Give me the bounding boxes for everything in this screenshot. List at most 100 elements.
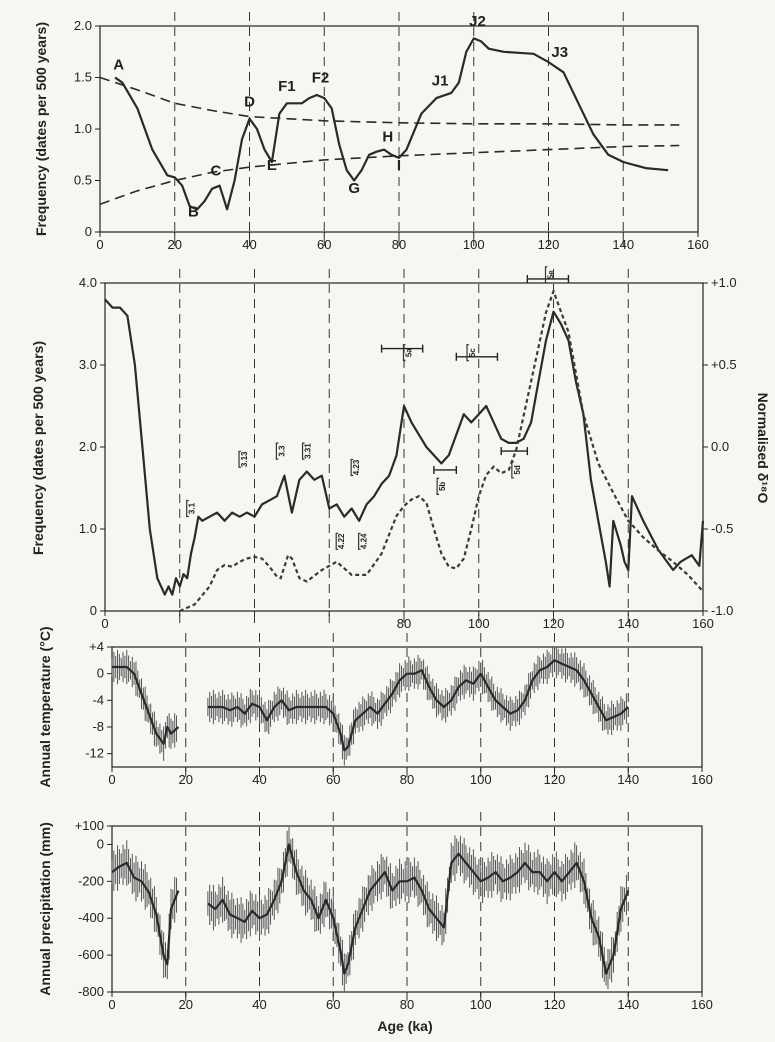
x-tick-label: 0 <box>101 616 108 631</box>
x-tick-label: 120 <box>544 997 566 1012</box>
point-label: J1 <box>432 73 449 90</box>
point-label: C <box>210 162 221 179</box>
series-line-upper-envelope <box>99 76 680 126</box>
x-tick-label: 120 <box>544 772 566 787</box>
x-tick-label: 0 <box>108 772 115 787</box>
x-tick-label: 100 <box>463 237 485 252</box>
x-tick-label: 60 <box>317 237 331 252</box>
stage-label: 4.22 <box>337 533 346 549</box>
x-tick-label: 100 <box>470 772 492 787</box>
y-tick-label: -600 <box>78 947 104 962</box>
series-line-mean <box>112 665 180 745</box>
y-tick-label: 0.5 <box>74 173 92 188</box>
stage-bracket <box>511 461 514 479</box>
point-label: E <box>267 157 277 174</box>
stage-label: 5b <box>438 482 447 491</box>
x-tick-label: 0 <box>108 997 115 1012</box>
y2-tick-label: -0.5 <box>711 521 733 536</box>
stage-bracket <box>238 450 242 468</box>
point-label: H <box>382 128 393 145</box>
x-tick-label: 40 <box>252 772 266 787</box>
stage-label: 5a <box>404 348 413 357</box>
y2-tick-label: 0.0 <box>711 439 729 454</box>
y-tick-label: 0 <box>85 224 92 239</box>
stage-bracket <box>275 442 279 460</box>
y-tick-label: +100 <box>75 818 104 833</box>
point-label: F1 <box>278 78 296 95</box>
y-tick-label: 1.0 <box>79 521 97 536</box>
x-tick-label: 60 <box>326 772 340 787</box>
stage-bracket <box>350 458 354 477</box>
y-tick-label: 0 <box>97 836 104 851</box>
stage-bracket <box>335 532 339 550</box>
y-axis-title: Annual temperature (°C) <box>37 626 53 787</box>
x-tick-label: 100 <box>468 616 490 631</box>
point-label: J2 <box>469 13 486 30</box>
stage-bracket <box>358 532 361 550</box>
x-tick-label: 80 <box>397 616 411 631</box>
stage-label: 5e <box>547 270 556 279</box>
x-tick-label: 0 <box>96 237 103 252</box>
y-tick-label: -800 <box>78 984 104 999</box>
stage-bracket <box>544 266 548 284</box>
series-line-mean <box>207 659 630 752</box>
y-tick-label: -12 <box>85 746 104 761</box>
x-tick-label: 160 <box>692 616 714 631</box>
stage-label: 4.24 <box>360 533 369 549</box>
x-tick-label: 80 <box>400 997 414 1012</box>
y-tick-label: 0 <box>90 603 97 618</box>
panel-annual-temperature: 0 20 40 60 80 100 120 140 160 -12 -8 -4 0 +4 Annual te… <box>37 626 713 787</box>
y-tick-label: 1.0 <box>74 121 92 136</box>
series-line-mean <box>207 843 630 975</box>
x-tick-label: 100 <box>470 997 492 1012</box>
x-axis-title: Age (ka) <box>377 1018 432 1034</box>
y2-tick-label: +0.5 <box>711 357 737 372</box>
y-tick-label: 3.0 <box>79 357 97 372</box>
y-axis-title: Frequency (dates per 500 years) <box>30 341 46 555</box>
x-tick-label: 80 <box>400 772 414 787</box>
x-tick-label: 160 <box>691 997 713 1012</box>
y-tick-label: 2.0 <box>79 439 97 454</box>
point-label: J3 <box>551 44 568 61</box>
stage-label: 5d <box>513 465 522 474</box>
y-tick-label: 2.0 <box>74 18 92 33</box>
stage-label: 4.23 <box>352 459 361 475</box>
series-line-mean <box>111 861 180 966</box>
x-tick-label: 80 <box>392 237 406 252</box>
x-tick-label: 140 <box>617 997 639 1012</box>
panel-frequency-isotope: 0 80 100 120 140 160 0 1.0 2.0 3.0 4.0 -1.0 -0.5 0.0 +… <box>30 266 771 631</box>
stage-bracket <box>186 499 189 518</box>
x-tick-label: 120 <box>543 616 565 631</box>
series-line-lower-envelope <box>99 144 680 205</box>
point-label: D <box>244 93 255 110</box>
x-tick-label: 20 <box>179 772 193 787</box>
x-tick-label: 20 <box>168 237 182 252</box>
y-tick-label: 4.0 <box>79 275 97 290</box>
series-line-frequency <box>114 37 669 211</box>
x-tick-label: 140 <box>617 616 639 631</box>
panel-frequency-luminescence: 0 20 40 60 80 100 120 140 160 0 0.5 1.0 1.5 2.0 Freque… <box>33 12 709 252</box>
stage-bracket <box>402 344 406 362</box>
stage-label: 3.1 <box>188 502 197 514</box>
stage-label: 5c <box>468 348 477 357</box>
point-label: A <box>113 56 124 73</box>
series-line-normalised-d18O <box>179 287 704 613</box>
y-tick-label: 1.5 <box>74 70 92 85</box>
y2-tick-label: +1.0 <box>711 275 737 290</box>
stage-label: 3.3 <box>277 445 286 457</box>
stage-bracket <box>301 442 305 460</box>
stage-bracket <box>436 477 440 495</box>
x-tick-label: 140 <box>617 772 639 787</box>
x-tick-label: 40 <box>252 997 266 1012</box>
y-tick-label: 0 <box>97 666 104 681</box>
panel-annual-precipitation: 0 20 40 60 80 100 120 140 160 -800 -600 -400 -200 0 +1… <box>37 812 713 1012</box>
x-tick-label: 140 <box>612 237 634 252</box>
y-axis-title: Frequency (dates per 500 years) <box>33 22 49 236</box>
y-axis-title: Annual precipitation (mm) <box>37 822 53 995</box>
point-label: G <box>348 180 360 197</box>
series-line-frequency <box>104 298 705 596</box>
stage-label: 3.31 <box>304 443 313 459</box>
x-tick-label: 60 <box>326 997 340 1012</box>
x-tick-label: 160 <box>691 772 713 787</box>
